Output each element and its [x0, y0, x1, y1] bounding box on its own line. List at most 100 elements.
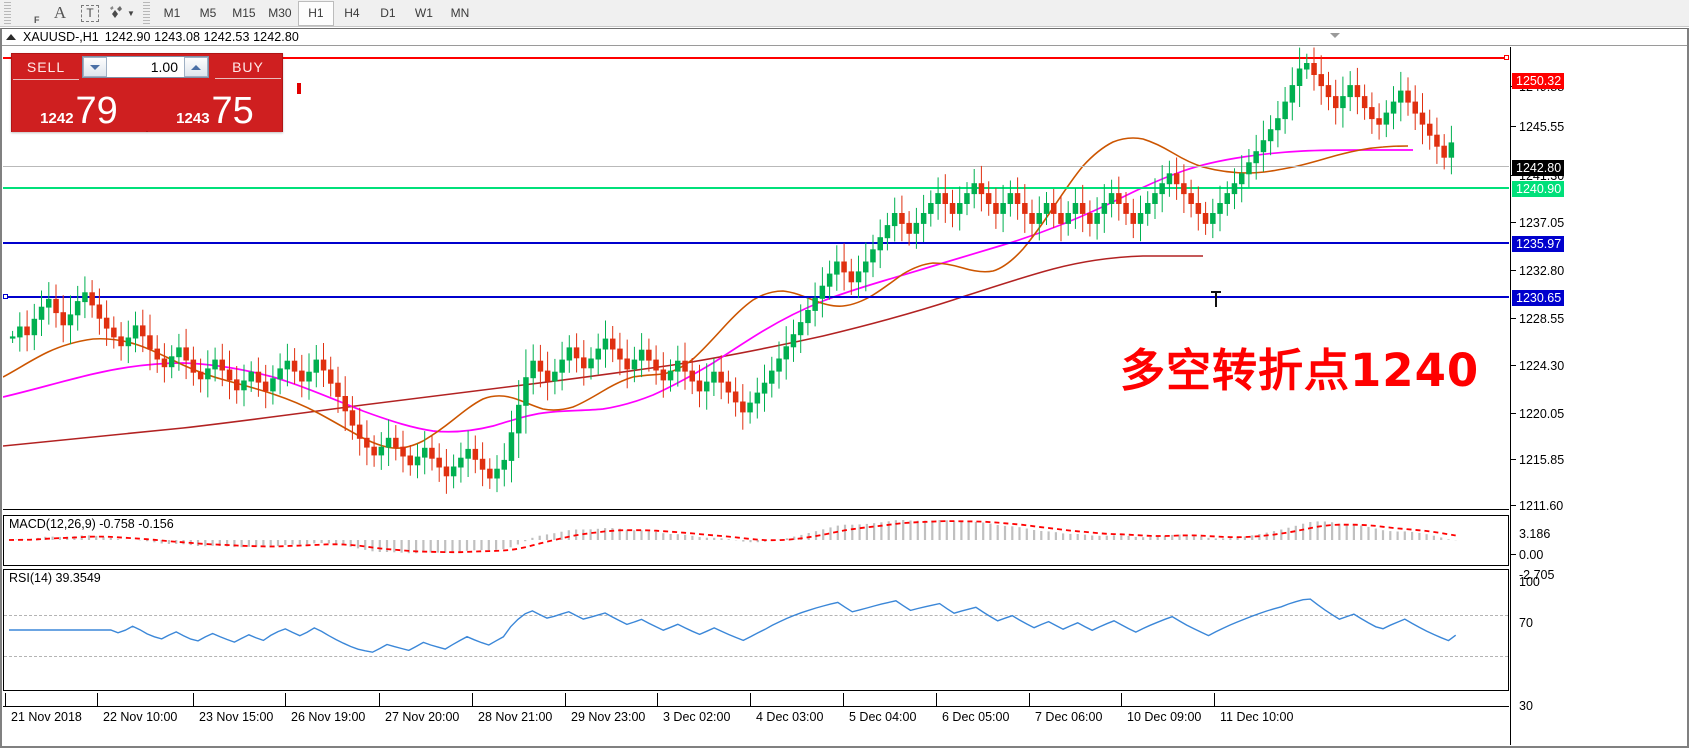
- chart-annotation-text[interactable]: 多空转折点1240: [1120, 344, 1480, 397]
- time-tick: [750, 693, 751, 707]
- current-price-line: [3, 166, 1509, 167]
- time-axis-label: 4 Dec 03:00: [756, 710, 824, 724]
- time-tick: [657, 693, 658, 707]
- price-scale[interactable]: 1249.881245.551241.301237.051232.801228.…: [1510, 47, 1687, 745]
- cursor-marker: [1215, 292, 1217, 307]
- timeframe-m15[interactable]: M15: [232, 6, 256, 20]
- volume-decrease-button[interactable]: [83, 57, 107, 77]
- time-axis-label: 5 Dec 04:00: [849, 710, 917, 724]
- text-label-icon[interactable]: A: [45, 1, 75, 26]
- pivot-line[interactable]: [3, 187, 1509, 189]
- resistance-line-label[interactable]: 1250.32: [1512, 73, 1565, 89]
- font-grid-glyph: F: [34, 14, 40, 25]
- time-tick: [843, 693, 844, 707]
- price-tick: [1511, 270, 1516, 271]
- rsi-pane[interactable]: RSI(14) 39.3549: [3, 569, 1509, 691]
- macd-tick: [1511, 554, 1516, 555]
- timeframe-m1[interactable]: M1: [163, 6, 181, 20]
- support-line-2[interactable]: [3, 294, 1509, 299]
- toolbar-grip-2[interactable]: [142, 2, 150, 24]
- time-tick: [193, 693, 194, 707]
- timeframe-w1[interactable]: W1: [414, 6, 433, 20]
- timeframe-m5[interactable]: M5: [199, 6, 217, 20]
- text-label-glyph: A: [53, 3, 67, 22]
- sell-price-integer: 1242: [40, 110, 74, 127]
- time-axis-label: 23 Nov 15:00: [199, 710, 274, 724]
- timeframe-d1[interactable]: D1: [380, 6, 396, 20]
- sell-price-box[interactable]: 1242 79: [12, 81, 146, 132]
- time-tick: [97, 693, 98, 707]
- buy-button[interactable]: BUY: [215, 55, 281, 79]
- price-tick: [1511, 459, 1516, 460]
- support-line-2-label[interactable]: 1230.65: [1512, 290, 1565, 306]
- time-tick: [1214, 693, 1215, 707]
- volume-value[interactable]: 1.00: [150, 59, 178, 75]
- macd-tick-label: 0.00: [1519, 548, 1544, 562]
- support-line-1-label[interactable]: 1235.97: [1512, 236, 1565, 252]
- rsi-level-30: [4, 656, 1508, 657]
- macd-tick-label: -2.705: [1519, 568, 1555, 582]
- window-menu-caret-icon[interactable]: [1330, 33, 1340, 38]
- candlestick-series: [9, 47, 1455, 494]
- macd-tick-label: 3.186: [1519, 527, 1551, 541]
- pivot-line-label[interactable]: 1240.90: [1512, 181, 1565, 197]
- time-tick: [379, 693, 380, 707]
- price-tick-label: 1211.60: [1519, 499, 1564, 513]
- time-tick: [1121, 693, 1122, 707]
- time-axis-label: 26 Nov 19:00: [291, 710, 366, 724]
- price-pane[interactable]: 多空转折点1240: [3, 47, 1509, 510]
- price-tick-label: 1245.55: [1519, 120, 1565, 134]
- objects-icon[interactable]: [105, 1, 129, 26]
- support-2-handle[interactable]: [3, 294, 8, 299]
- symbol-label: XAUUSD-,H1: [23, 30, 99, 44]
- chart-collapse-icon[interactable]: [6, 34, 16, 40]
- volume-stepper[interactable]: 1.00: [82, 56, 209, 78]
- trade-panel-header: SELL 1.00 BUY: [12, 54, 282, 80]
- volume-increase-button[interactable]: [184, 57, 208, 77]
- rsi-tick-label: 30: [1519, 699, 1533, 713]
- price-tick-label: 1237.05: [1519, 216, 1565, 230]
- timeframe-h4[interactable]: H4: [344, 6, 360, 20]
- time-axis-line: [3, 706, 1509, 707]
- time-axis-label: 11 Dec 10:00: [1220, 710, 1294, 724]
- current-price-label[interactable]: 1242.80: [1512, 160, 1565, 176]
- time-tick: [472, 693, 473, 707]
- time-tick: [1029, 693, 1030, 707]
- chevron-up-icon: [191, 64, 201, 70]
- objects-glyph: [110, 6, 122, 18]
- time-axis-label: 28 Nov 21:00: [478, 710, 553, 724]
- toolbar-grip-1[interactable]: [4, 2, 11, 24]
- resistance-line[interactable]: [3, 55, 1509, 60]
- price-tick-label: 1228.55: [1519, 312, 1565, 326]
- text-box-glyph: T: [81, 4, 99, 22]
- rsi-tick-label: 100: [1519, 575, 1540, 589]
- timeframe-m30[interactable]: M30: [268, 6, 292, 20]
- support-line-1[interactable]: [3, 242, 1509, 244]
- one-click-trading-panel[interactable]: SELL 1.00 BUY 1242 79 1243 75: [11, 53, 301, 132]
- sell-price-pips: 79: [75, 90, 118, 132]
- text-box-icon[interactable]: T: [75, 1, 105, 26]
- price-tick: [1511, 222, 1516, 223]
- resistance-handle[interactable]: [1504, 55, 1509, 60]
- objects-dropdown-caret[interactable]: ▼: [127, 8, 135, 18]
- price-tick-label: 1232.80: [1519, 264, 1565, 278]
- price-tick: [1511, 365, 1516, 366]
- main-toolbar: F A T ▼ M1 M5 M15 M30 H1 H4 D1 W1 MN: [0, 0, 1689, 27]
- sell-button[interactable]: SELL: [13, 56, 79, 80]
- price-tick: [1511, 318, 1516, 319]
- time-axis[interactable]: 21 Nov 2018 22 Nov 10:00 23 Nov 15:00 26 No…: [3, 693, 1509, 745]
- timeframe-h1[interactable]: H1: [297, 0, 334, 26]
- chart-window: XAUUSD-,H1 1242.90 1243.08 1242.53 1242.…: [0, 28, 1689, 748]
- timeframe-mn[interactable]: MN: [450, 6, 470, 20]
- font-grid-icon[interactable]: F: [15, 1, 45, 26]
- time-axis-label: 21 Nov 2018: [11, 710, 82, 724]
- buy-price-integer: 1243: [176, 110, 210, 127]
- buy-price-box[interactable]: 1243 75: [148, 81, 282, 132]
- time-axis-label: 27 Nov 20:00: [385, 710, 460, 724]
- buy-price-pips: 75: [211, 90, 254, 132]
- macd-label: MACD(12,26,9) -0.758 -0.156: [9, 517, 177, 531]
- time-axis-label: 7 Dec 06:00: [1035, 710, 1103, 724]
- time-tick: [5, 693, 6, 707]
- macd-pane[interactable]: MACD(12,26,9) -0.758 -0.156: [3, 515, 1509, 566]
- price-tick-label: 1224.30: [1519, 359, 1565, 373]
